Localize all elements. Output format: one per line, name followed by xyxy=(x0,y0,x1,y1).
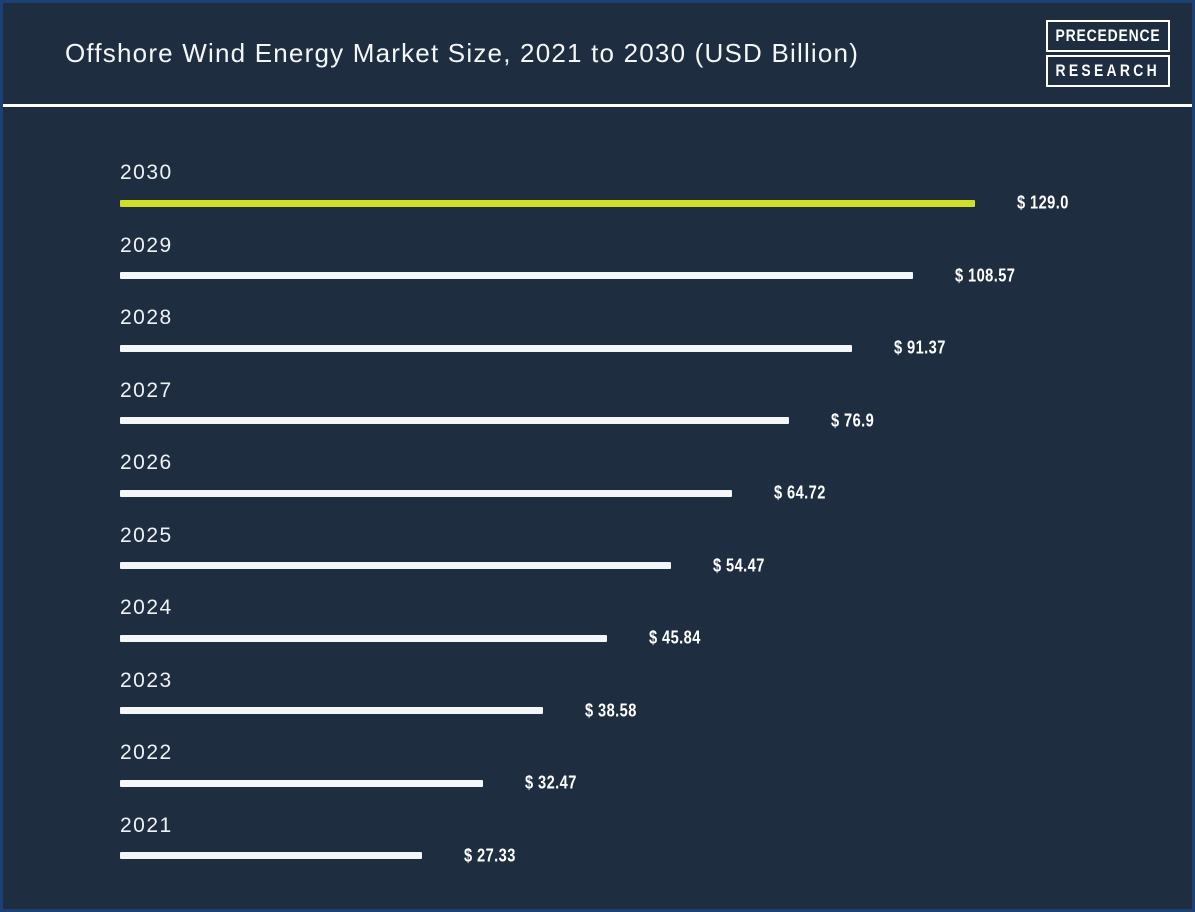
header-divider xyxy=(3,104,1192,107)
chart-row-2026: 2026 $ 64.72 xyxy=(120,450,1192,523)
logo-text-precedence: PRECEDENCE xyxy=(1055,26,1161,45)
value-label: $ 27.33 xyxy=(464,844,516,866)
bar-2022 xyxy=(120,779,483,787)
bar-2027 xyxy=(120,417,789,424)
chart-row-2021: 2021 $ 27.33 xyxy=(120,813,1192,886)
logo-box-top: PRECEDENCE xyxy=(1046,20,1170,52)
value-label: $ 64.72 xyxy=(774,482,826,503)
bar-2024 xyxy=(120,634,607,642)
logo-text-research: RESEARCH xyxy=(1055,61,1161,80)
value-label: $ 54.47 xyxy=(713,554,765,576)
year-label: 2021 xyxy=(120,813,173,837)
year-label: 2024 xyxy=(120,596,173,619)
bar-2028 xyxy=(120,344,852,352)
logo-box-bottom: RESEARCH xyxy=(1046,55,1170,87)
value-label: $ 129.0 xyxy=(1017,192,1069,213)
chart-row-2025: 2025 $ 54.47 xyxy=(120,523,1192,596)
chart-row-2029: 2029 $ 108.57 xyxy=(120,233,1192,306)
year-label: 2029 xyxy=(120,233,173,257)
year-label: 2028 xyxy=(120,306,173,329)
bar-chart: 2030 $ 129.0 2029 $ 108.57 2028 $ 91.37 2027 $ … xyxy=(3,107,1192,885)
year-label: 2030 xyxy=(120,161,173,184)
value-label: $ 38.58 xyxy=(585,699,637,721)
bar-2023 xyxy=(120,707,543,714)
chart-row-2023: 2023 $ 38.58 xyxy=(120,668,1192,741)
chart-title: Offshore Wind Energy Market Size, 2021 t… xyxy=(65,38,860,68)
bar-2030 xyxy=(120,199,975,207)
chart-row-2028: 2028 $ 91.37 xyxy=(120,305,1192,378)
year-label: 2023 xyxy=(120,668,173,692)
bar-2026 xyxy=(120,489,732,497)
bar-2021 xyxy=(120,852,422,859)
year-label: 2022 xyxy=(120,741,173,764)
year-label: 2025 xyxy=(120,523,173,547)
year-label: 2026 xyxy=(120,451,173,474)
year-label: 2027 xyxy=(120,378,173,402)
header: Offshore Wind Energy Market Size, 2021 t… xyxy=(3,3,1192,104)
value-label: $ 45.84 xyxy=(649,627,701,648)
precedence-research-logo: PRECEDENCE RESEARCH xyxy=(1046,20,1170,87)
chart-row-2024: 2024 $ 45.84 xyxy=(120,595,1192,668)
value-label: $ 91.37 xyxy=(894,337,946,358)
value-label: $ 108.57 xyxy=(955,264,1016,286)
value-label: $ 76.9 xyxy=(831,409,875,431)
chart-row-2030: 2030 $ 129.0 xyxy=(120,160,1192,233)
bar-2025 xyxy=(120,562,671,569)
bar-2029 xyxy=(120,272,913,279)
value-label: $ 32.47 xyxy=(525,772,577,793)
chart-row-2027: 2027 $ 76.9 xyxy=(120,378,1192,451)
chart-row-2022: 2022 $ 32.47 xyxy=(120,740,1192,813)
